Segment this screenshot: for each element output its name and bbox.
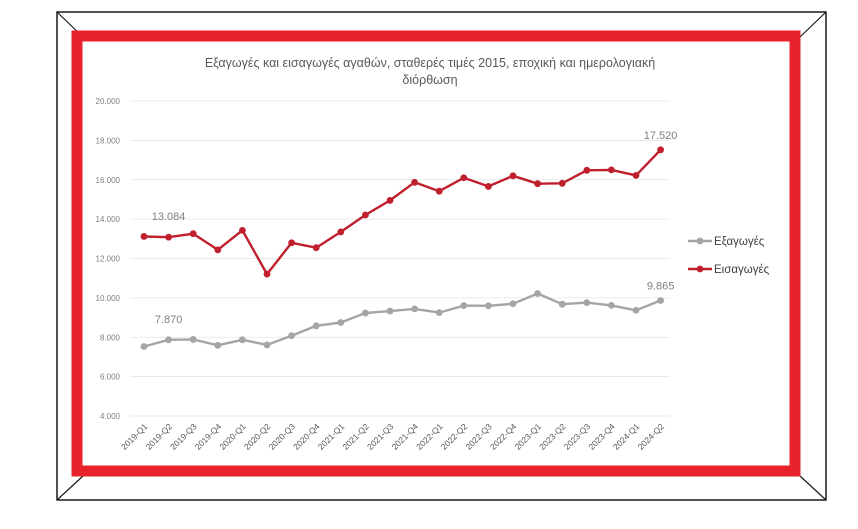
y-tick-label: 10.000 <box>96 294 121 303</box>
data-point <box>460 302 468 309</box>
data-point <box>632 306 640 314</box>
corner-line <box>799 475 827 501</box>
data-point <box>337 319 345 326</box>
data-point <box>435 309 443 317</box>
legend-swatch-marker <box>696 265 704 273</box>
data-point <box>337 228 345 236</box>
data-point <box>632 172 640 179</box>
data-point <box>657 146 664 154</box>
x-tick-label: 2024-Q2 <box>636 421 667 452</box>
data-point <box>534 180 541 188</box>
data-point <box>362 211 369 219</box>
data-point <box>312 244 320 252</box>
data-point <box>534 290 541 297</box>
data-point <box>485 302 492 310</box>
gridlines <box>130 100 670 417</box>
y-tick-label: 4.000 <box>100 412 121 421</box>
legend: Εξαγωγές Εισαγωγές <box>688 236 770 276</box>
data-point <box>288 332 295 340</box>
data-point <box>558 300 566 308</box>
data-point <box>312 322 320 330</box>
series-lines <box>140 146 664 350</box>
chart-title-line2: διόρθωση <box>402 73 457 87</box>
data-point <box>657 297 664 304</box>
y-tick-label: 12.000 <box>96 255 121 264</box>
data-point <box>165 336 173 344</box>
data-point <box>509 300 517 308</box>
data-point <box>386 197 394 204</box>
y-tick-label: 14.000 <box>96 215 121 224</box>
data-point <box>189 230 197 238</box>
chart-title-line1: Εξαγωγές και εισαγωγές αγαθών, σταθερές … <box>205 56 655 70</box>
data-point <box>411 178 418 186</box>
y-tick-label: 8.000 <box>100 333 121 342</box>
y-tick-label: 16.000 <box>96 176 121 185</box>
data-point <box>165 233 173 241</box>
data-label: 17.520 <box>644 130 678 142</box>
red-border <box>71 30 801 477</box>
series-line <box>143 148 662 276</box>
data-label: 9.865 <box>647 281 675 293</box>
data-point <box>288 239 295 247</box>
y-tick-label: 6.000 <box>100 373 121 382</box>
y-axis-ticks: 4.000 6.000 8.000 10.000 12.000 14.000 16.000 1… <box>96 97 121 421</box>
data-point <box>608 301 615 309</box>
data-point <box>189 336 197 343</box>
data-point <box>583 299 591 306</box>
x-axis-ticks: 2019-Q12019-Q22019-Q32019-Q42020-Q12020-… <box>119 421 666 452</box>
data-label: 7.870 <box>155 314 183 326</box>
y-tick-label: 18.000 <box>96 136 121 145</box>
data-point <box>558 179 566 187</box>
data-point <box>608 166 615 174</box>
data-point <box>460 174 468 182</box>
data-point <box>411 305 418 313</box>
legend-label: Εξαγωγές <box>714 236 765 248</box>
y-tick-label: 20.000 <box>96 97 121 106</box>
data-point <box>386 307 394 315</box>
corner-line <box>56 475 84 501</box>
data-point <box>435 187 443 195</box>
data-point <box>263 270 271 278</box>
legend-label: Εισαγωγές <box>714 264 770 276</box>
data-labels: 7.870 9.865 13.084 17.520 <box>152 130 678 326</box>
data-point <box>583 166 591 174</box>
legend-swatch-marker <box>696 237 704 245</box>
data-point <box>140 233 148 240</box>
data-point <box>485 183 492 190</box>
data-label: 13.084 <box>152 211 186 223</box>
series-line <box>143 292 662 348</box>
outer-panel <box>56 11 827 501</box>
data-point <box>263 341 271 349</box>
data-point <box>239 226 246 234</box>
data-point <box>362 309 369 317</box>
data-point <box>239 336 246 344</box>
data-point <box>214 246 222 254</box>
data-point <box>509 172 517 180</box>
data-point <box>214 341 222 349</box>
data-point <box>140 343 148 350</box>
corner-line <box>799 11 827 38</box>
